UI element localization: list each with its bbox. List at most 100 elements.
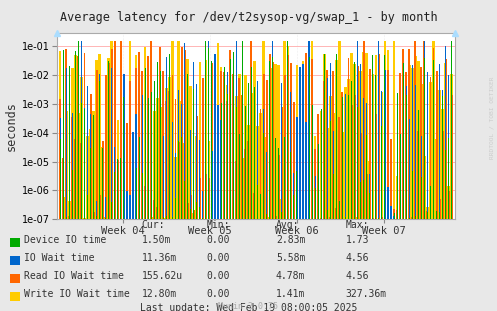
- Bar: [296, 117, 298, 219]
- Bar: [296, 162, 298, 219]
- Bar: [166, 57, 167, 219]
- Bar: [86, 120, 88, 219]
- Bar: [108, 194, 109, 219]
- Text: 11.36m: 11.36m: [142, 253, 177, 263]
- Bar: [175, 198, 176, 219]
- Bar: [95, 60, 98, 219]
- Bar: [278, 155, 280, 219]
- Bar: [156, 98, 159, 219]
- Bar: [80, 77, 83, 219]
- Bar: [363, 98, 364, 219]
- Bar: [426, 211, 428, 219]
- Bar: [65, 49, 67, 219]
- Bar: [217, 105, 219, 219]
- Text: 12.80m: 12.80m: [142, 289, 177, 299]
- Bar: [390, 139, 392, 219]
- Bar: [439, 64, 440, 219]
- Bar: [178, 90, 179, 219]
- Bar: [132, 189, 134, 219]
- Bar: [266, 152, 267, 219]
- Bar: [432, 41, 435, 219]
- Bar: [269, 218, 270, 219]
- Bar: [284, 180, 285, 219]
- Bar: [387, 70, 389, 219]
- Bar: [314, 149, 316, 219]
- Bar: [324, 53, 325, 219]
- Bar: [220, 67, 222, 219]
- Bar: [394, 216, 395, 219]
- Bar: [145, 68, 146, 219]
- Bar: [250, 41, 252, 219]
- Bar: [87, 195, 88, 219]
- Bar: [251, 201, 252, 219]
- Bar: [406, 95, 407, 219]
- Bar: [60, 139, 61, 219]
- Bar: [166, 216, 167, 219]
- Bar: [236, 41, 237, 219]
- Bar: [205, 60, 207, 219]
- Bar: [299, 172, 301, 219]
- Bar: [163, 216, 164, 219]
- Bar: [357, 66, 359, 219]
- Bar: [420, 67, 422, 219]
- Bar: [111, 202, 112, 219]
- Bar: [403, 74, 404, 219]
- Text: 0.00: 0.00: [206, 271, 230, 281]
- Bar: [89, 128, 92, 219]
- Bar: [99, 74, 100, 219]
- Bar: [193, 89, 194, 219]
- Bar: [114, 172, 115, 219]
- Bar: [123, 104, 125, 219]
- Y-axis label: seconds: seconds: [4, 101, 17, 151]
- Bar: [202, 191, 203, 219]
- Bar: [60, 118, 61, 219]
- Text: 1.73: 1.73: [345, 235, 369, 245]
- Bar: [260, 201, 261, 219]
- Bar: [314, 136, 317, 219]
- Bar: [202, 78, 204, 219]
- Bar: [348, 95, 349, 219]
- Bar: [151, 196, 152, 219]
- Bar: [350, 53, 353, 219]
- Bar: [353, 64, 356, 219]
- Bar: [126, 123, 128, 219]
- Bar: [381, 91, 383, 219]
- Bar: [323, 81, 325, 219]
- Bar: [159, 107, 162, 219]
- Bar: [69, 129, 70, 219]
- Bar: [226, 85, 229, 219]
- Bar: [192, 213, 195, 219]
- Bar: [98, 53, 101, 219]
- Bar: [99, 81, 100, 219]
- Bar: [430, 186, 431, 219]
- Bar: [433, 60, 434, 219]
- Bar: [426, 207, 429, 219]
- Bar: [242, 95, 243, 219]
- Bar: [84, 108, 85, 219]
- Bar: [268, 217, 271, 219]
- Bar: [423, 156, 426, 219]
- Bar: [196, 84, 197, 219]
- Bar: [338, 117, 340, 219]
- Bar: [356, 217, 359, 219]
- Bar: [375, 75, 376, 219]
- Bar: [81, 103, 82, 219]
- Bar: [147, 56, 149, 219]
- Bar: [391, 206, 392, 219]
- Bar: [372, 55, 373, 219]
- Bar: [105, 197, 106, 219]
- Bar: [445, 59, 447, 219]
- Bar: [168, 91, 170, 219]
- Bar: [208, 142, 210, 219]
- Bar: [369, 69, 371, 219]
- Bar: [232, 127, 235, 219]
- Bar: [142, 95, 143, 219]
- Bar: [402, 49, 404, 219]
- Bar: [275, 216, 277, 219]
- Bar: [290, 63, 292, 219]
- Bar: [83, 53, 85, 219]
- Bar: [363, 180, 364, 219]
- Bar: [193, 210, 195, 219]
- Bar: [327, 210, 328, 219]
- Bar: [230, 182, 231, 219]
